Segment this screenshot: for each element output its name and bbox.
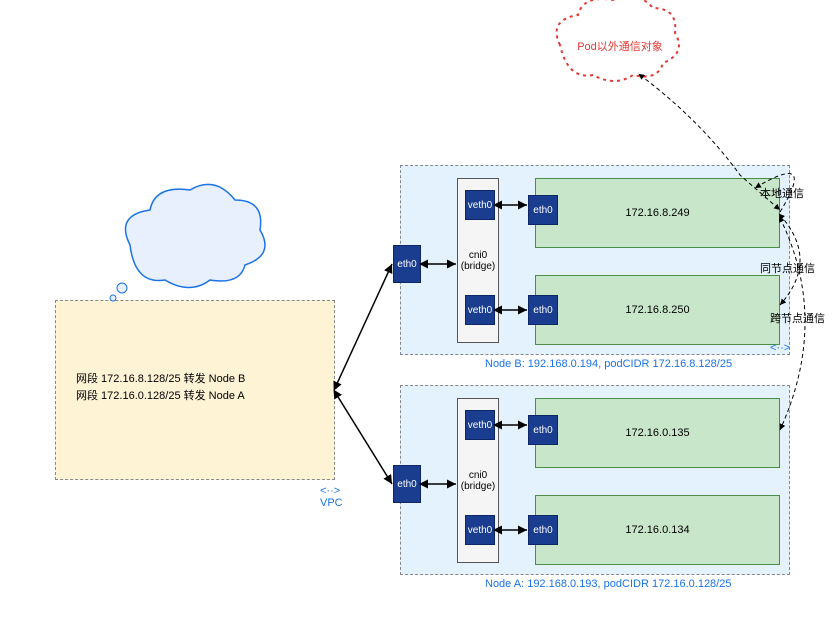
node-b-eth0: eth0 [393, 245, 421, 283]
eth-box: eth0 [528, 195, 558, 225]
node-a-eth0: eth0 [393, 465, 421, 503]
anno-local: 本地通信 [760, 185, 804, 201]
resize-icon: <··> [320, 485, 340, 497]
node-b-label: Node B: 192.168.0.194, podCIDR 172.16.8.… [485, 358, 732, 370]
node-a-pod1: 172.16.0.135 [535, 398, 780, 468]
vpc-routes: 网段 172.16.8.128/25 转发 Node B 网段 172.16.0… [76, 371, 245, 404]
vpc-box: 网段 172.16.8.128/25 转发 Node B 网段 172.16.0… [55, 300, 335, 480]
eth-box: eth0 [528, 515, 558, 545]
diagram-canvas: 网段 172.16.8.128/25 转发 Node B 网段 172.16.0… [0, 0, 833, 623]
route-line-2: 网段 172.16.0.128/25 转发 Node A [76, 388, 245, 405]
cloud-red-label: Pod以外通信对象 [570, 38, 670, 54]
node-a-pod2: 172.16.0.134 [535, 495, 780, 565]
node-b-pod1: 172.16.8.249 [535, 178, 780, 248]
veth-box: veth0 [465, 295, 495, 325]
route-line-1: 网段 172.16.8.128/25 转发 Node B [76, 371, 245, 388]
anno-cross-node: 跨节点通信 [770, 310, 825, 326]
anno-same-node: 同节点通信 [760, 260, 815, 276]
node-b-pod2: 172.16.8.250 [535, 275, 780, 345]
eth-box: eth0 [528, 415, 558, 445]
veth-box: veth0 [465, 190, 495, 220]
veth-box: veth0 [465, 410, 495, 440]
veth-box: veth0 [465, 515, 495, 545]
node-a-label: Node A: 192.168.0.193, podCIDR 172.16.0.… [485, 578, 731, 590]
eth-box: eth0 [528, 295, 558, 325]
cloud-blue-label: 集群CIDR 172.16.0.0/16 [140, 230, 240, 259]
vpc-label: <··> VPC [320, 485, 343, 509]
